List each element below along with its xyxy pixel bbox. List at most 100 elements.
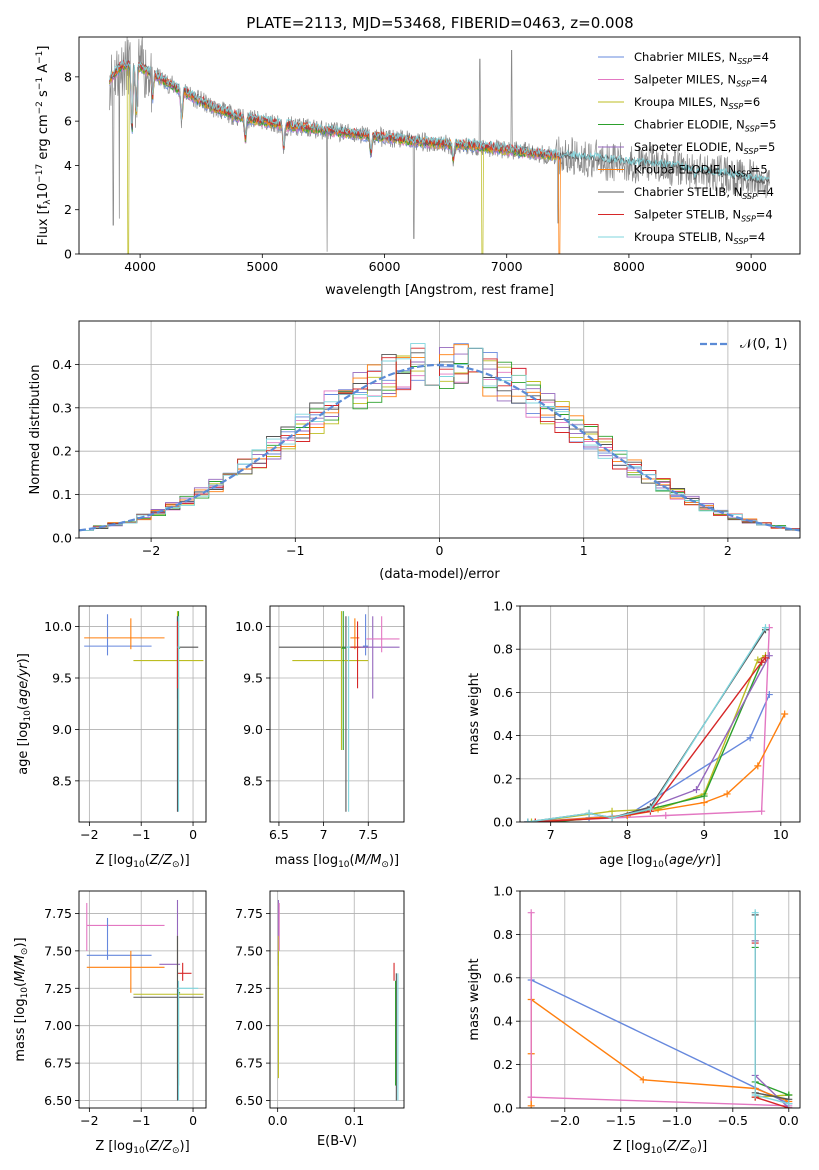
- y-tick-label: 7.50: [44, 943, 72, 958]
- mass-weight-marker: [524, 818, 532, 822]
- x-tick-label: 10: [773, 827, 789, 842]
- mass-weight-marker: [531, 818, 539, 822]
- y-tick-label: 10.0: [44, 619, 72, 634]
- y-tick-label: 0: [64, 247, 72, 262]
- y-tick-label: 0.2: [493, 771, 513, 786]
- y-tick-label: 0.3: [52, 400, 72, 415]
- model-spectrum-5: [109, 61, 561, 254]
- panel-mass-vs-Z: −2 −1 0 6.50 6.75 7.00 7.25 7.50 7.75 Z [log10(Z/…: [13, 890, 207, 1156]
- x-tick-label: 0.1: [344, 1113, 364, 1128]
- mass-weight-marker: [639, 1076, 647, 1084]
- mass-weight-marker: [746, 734, 754, 742]
- plot-area-age-vs-mass: [270, 606, 404, 822]
- y-tick-label: 1.0: [493, 599, 513, 614]
- mass-weight-marker: [527, 909, 535, 917]
- x-axis-label: mass [log10(M/M⊙)]: [275, 853, 399, 870]
- y-tick-label: 0.0: [52, 531, 72, 546]
- mass-weight-marker: [754, 762, 762, 770]
- mass-weight-line-0: [588, 694, 770, 819]
- mass-weight-marker: [585, 809, 593, 817]
- y-tick-label: 0.4: [52, 357, 72, 372]
- x-tick-label: 0: [436, 543, 444, 558]
- y-axis-label: age [log10(age/yr)]: [16, 653, 33, 775]
- axes-frame: [78, 890, 207, 1109]
- x-tick-label: 6000: [369, 259, 401, 274]
- legend-entry: Kroupa MILES, NSSP=6: [634, 95, 760, 111]
- y-axis-label: Normed distribution: [28, 365, 43, 495]
- mass-weight-marker: [751, 1091, 759, 1099]
- x-tick-label: 4000: [124, 259, 156, 274]
- axes-frame: [78, 36, 801, 255]
- x-tick-label: 0.0: [779, 1113, 799, 1128]
- mass-weight-marker: [547, 818, 555, 822]
- x-tick-label: 5000: [246, 259, 278, 274]
- x-axis-label: Z [log10(Z/Z⊙)]: [95, 853, 189, 870]
- legend-entry: Salpeter MILES, NSSP=4: [634, 73, 768, 89]
- gaussian-curve: [79, 363, 800, 532]
- y-axis-label: mass weight: [467, 673, 482, 755]
- mass-weight-line-0: [530, 979, 790, 1105]
- y-axis-label: mass [log10(M/M⊙)]: [13, 937, 30, 1061]
- x-tick-label: 7000: [491, 259, 523, 274]
- y-tick-label: 0.4: [493, 1014, 513, 1029]
- mass-weight-marker: [785, 1100, 793, 1108]
- panel-spectrum: 4000 5000 6000 7000 8000 9000 0 2 4 6 8 wavelength …: [35, 36, 801, 298]
- legend-entry: Kroupa ELODIE, NSSP=5: [634, 163, 768, 179]
- mass-weight-marker: [765, 652, 773, 660]
- y-axis-label: mass weight: [467, 958, 482, 1040]
- legend-entry: Chabrier MILES, NSSP=4: [634, 50, 769, 66]
- axes-frame: [269, 605, 405, 823]
- y-tick-label: 0.8: [493, 642, 513, 657]
- plot-area-spectrum: [109, 37, 770, 254]
- mass-weight-marker: [758, 658, 766, 666]
- x-tick-label: −2: [80, 827, 98, 842]
- axes-frame: [78, 605, 207, 823]
- y-tick-label: 9.5: [243, 671, 263, 686]
- legend-entry: Salpeter ELODIE, NSSP=5: [634, 140, 775, 156]
- mass-weight-line-5: [535, 713, 786, 822]
- plot-area-mass-vs-Z: [79, 891, 206, 1108]
- plot-area-mass-vs-EBV: [270, 891, 404, 1108]
- panel-residuals: −2 −1 0 1 2 0.0 0.1 0.2 0.3 0.4 (data-model)/error…: [28, 320, 801, 582]
- x-tick-label: 0.0: [268, 1113, 288, 1128]
- mass-weight-line-2: [531, 655, 766, 822]
- y-tick-label: 6.75: [44, 1056, 72, 1071]
- mass-weight-marker: [608, 807, 616, 815]
- x-tick-label: −1: [286, 543, 304, 558]
- legend-entry: Kroupa STELIB, NSSP=4: [634, 230, 765, 246]
- x-tick-label: −1.5: [606, 1113, 636, 1128]
- y-tick-label: 2: [64, 202, 72, 217]
- mass-weight-marker: [781, 710, 789, 718]
- y-tick-label: 0.6: [493, 970, 513, 985]
- y-tick-label: 0.6: [493, 685, 513, 700]
- mass-weight-marker: [700, 792, 708, 800]
- y-tick-label: 4: [64, 158, 72, 173]
- y-tick-label: 1.0: [493, 884, 513, 899]
- x-tick-label: 8000: [613, 259, 645, 274]
- mass-weight-line-1: [527, 627, 770, 822]
- y-tick-label: 9.5: [52, 671, 72, 686]
- x-tick-label: −2: [142, 543, 160, 558]
- mass-weight-marker: [527, 1093, 535, 1101]
- mass-weight-line-2: [754, 940, 789, 1098]
- y-tick-label: 6.50: [235, 1093, 263, 1108]
- mass-weight-line-1: [530, 912, 790, 1108]
- plot-area-massweight-vs-Z: [520, 891, 800, 1108]
- y-tick-label: 8: [64, 69, 72, 84]
- mass-weight-marker: [528, 818, 536, 822]
- panel-age-vs-Z: −2 −1 0 8.5 9.0 9.5 10.0 Z [log10(Z/Z⊙)] age [lo…: [16, 605, 207, 870]
- mass-weight-marker: [751, 909, 759, 917]
- y-tick-label: 7.00: [235, 1018, 263, 1033]
- mass-weight-marker: [700, 799, 708, 807]
- y-tick-label: 0.2: [493, 1057, 513, 1072]
- panel-massweight-vs-Z: −2.0 −1.5 −1.0 −0.5 0.0 0.0 0.2 0.4 0.6 0.8 1.0 mas…: [467, 884, 801, 1156]
- y-tick-label: 7.75: [235, 906, 263, 921]
- legend-entry: 𝒩(0, 1): [740, 337, 787, 352]
- y-tick-label: 7.00: [44, 1018, 72, 1033]
- model-spectrum-2: [109, 62, 561, 254]
- y-axis-label: Flux [fλ10−17 erg cm−2 s−1 A−1]: [35, 46, 53, 246]
- y-tick-label: 7.75: [44, 906, 72, 921]
- x-tick-label: 7: [547, 827, 555, 842]
- x-axis-label: E(B-V): [317, 1134, 357, 1149]
